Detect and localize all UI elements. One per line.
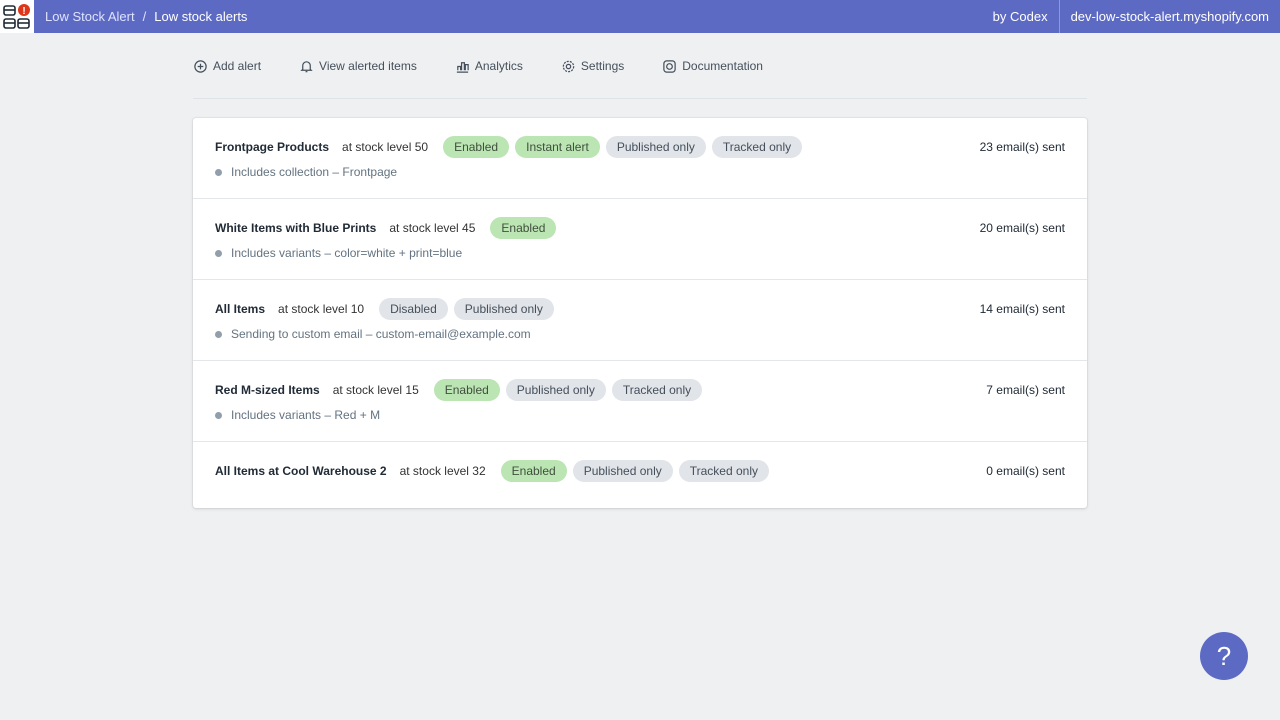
divider [1058, 0, 1060, 33]
by-label: by Codex [992, 9, 1048, 24]
alert-detail: Includes collection – Frontpage [215, 165, 1065, 179]
alert-detail: Includes variants – color=white + print=… [215, 246, 1065, 260]
alert-name[interactable]: White Items with Blue Prints [215, 221, 377, 235]
nav-label: View alerted items [319, 59, 417, 73]
nav-analytics[interactable]: Analytics [455, 57, 523, 75]
status-badge: Published only [505, 379, 606, 401]
detail-text: Includes collection – Frontpage [231, 165, 398, 179]
list-item[interactable]: Red M-sized Items at stock level 15 Enable… [193, 361, 1087, 442]
detail-text: Sending to custom email – custom-email@e… [231, 327, 531, 341]
stock-level: at stock level 50 [342, 140, 429, 154]
emails-sent: 14 email(s) sent [979, 302, 1065, 316]
alerts-list: Frontpage Products at stock level 50 Enabl… [193, 118, 1087, 508]
status-badge: Tracked only [611, 379, 703, 401]
help-button[interactable]: ? [1200, 632, 1248, 680]
nav-view-alerted-items[interactable]: View alerted items [299, 57, 417, 75]
bar-chart-icon [456, 61, 469, 73]
bell-icon [300, 60, 313, 72]
bullet-icon [215, 249, 222, 257]
list-item[interactable]: Frontpage Products at stock level 50 Enabl… [193, 118, 1087, 199]
nav-settings[interactable]: Settings [561, 57, 624, 75]
plus-circle-icon [194, 59, 207, 73]
status-badge: Enabled [443, 136, 510, 158]
nav-bar: Add alert View alerted items Analytics Sett… [193, 57, 1087, 99]
emails-sent: 23 email(s) sent [979, 140, 1065, 154]
nav-add-alert[interactable]: Add alert [193, 57, 261, 75]
bullet-icon [215, 411, 222, 419]
nav-label: Analytics [474, 59, 523, 73]
stock-level: at stock level 15 [332, 383, 419, 397]
nav-label: Add alert [213, 59, 262, 73]
status-badge: Tracked only [678, 460, 769, 482]
breadcrumb-separator: / [142, 9, 147, 24]
status-badge: Published only [605, 136, 706, 158]
shop-domain[interactable]: dev-low-stock-alert.myshopify.com [1070, 9, 1269, 24]
stock-level: at stock level 10 [278, 302, 365, 316]
status-badge: Instant alert [515, 136, 600, 158]
list-item[interactable]: All Items at stock level 10 Disabled Publis… [193, 280, 1087, 361]
alert-name[interactable]: All Items at Cool Warehouse 2 [215, 464, 387, 478]
top-bar: ! Low Stock Alert / Low stock alerts by … [0, 0, 1280, 33]
breadcrumb: Low Stock Alert / Low stock alerts [45, 9, 982, 24]
detail-text: Includes variants – color=white + print=… [231, 246, 463, 260]
alert-detail: Includes variants – Red + M [215, 408, 1065, 422]
list-item[interactable]: All Items at Cool Warehouse 2 at stock le… [193, 442, 1087, 508]
gear-icon [562, 60, 575, 72]
list-item[interactable]: White Items with Blue Prints at stock lev… [193, 199, 1087, 280]
emails-sent: 7 email(s) sent [986, 383, 1065, 397]
status-badge: Published only [572, 460, 673, 482]
bullet-icon [215, 168, 222, 176]
detail-text: Includes variants – Red + M [231, 408, 381, 422]
alert-name[interactable]: Red M-sized Items [215, 383, 320, 397]
alert-detail: Sending to custom email – custom-email@e… [215, 327, 1065, 341]
status-badge: Enabled [433, 379, 500, 401]
emails-sent: 20 email(s) sent [979, 221, 1065, 235]
status-badge: Enabled [490, 217, 557, 239]
status-badge: Enabled [500, 460, 567, 482]
breadcrumb-app[interactable]: Low Stock Alert [45, 9, 135, 24]
stock-level: at stock level 45 [389, 221, 476, 235]
emails-sent: 0 email(s) sent [986, 464, 1065, 478]
alert-name[interactable]: All Items [215, 302, 266, 316]
status-badge: Tracked only [711, 136, 803, 158]
stock-level: at stock level 32 [399, 464, 486, 478]
alert-name[interactable]: Frontpage Products [215, 140, 330, 154]
lifebuoy-icon [663, 59, 676, 73]
nav-label: Settings [580, 59, 625, 73]
bullet-icon [215, 330, 222, 338]
app-logo: ! [0, 0, 34, 33]
svg-text:!: ! [22, 6, 25, 17]
nav-label: Documentation [682, 59, 763, 73]
breadcrumb-page: Low stock alerts [154, 9, 248, 24]
status-badge: Disabled [379, 298, 448, 320]
nav-documentation[interactable]: Documentation [662, 57, 763, 75]
status-badge: Published only [453, 298, 554, 320]
